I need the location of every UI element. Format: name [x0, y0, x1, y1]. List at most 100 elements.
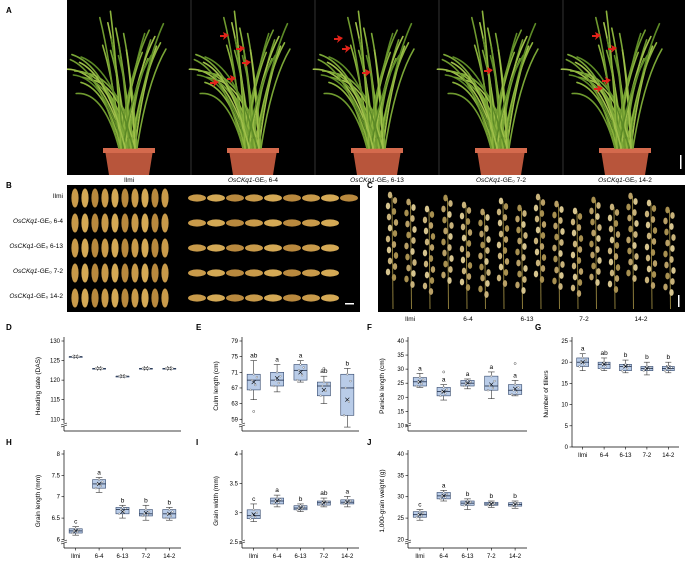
grain: [71, 263, 79, 283]
significance-letter: a: [275, 356, 279, 363]
plant-0: [67, 10, 167, 175]
grain-label-1: OsCKq1-GE₀ 6-4: [12, 218, 63, 225]
y-tick-label: 30: [397, 495, 404, 501]
significance-letter: b: [345, 360, 349, 367]
y-tick-label: 6.5: [52, 516, 61, 522]
x-tick-label: 7-2: [487, 554, 496, 560]
significance-letter: a: [442, 377, 446, 384]
y-tick-label: 40: [397, 452, 404, 458]
grain: [131, 213, 139, 233]
grain: [264, 219, 282, 227]
grain: [91, 238, 99, 258]
y-axis-label: Grain width (mm): [213, 476, 220, 526]
panel-letter-j: J: [367, 438, 372, 447]
chart-e: 59 63 67 71 75 79 Culm length (cm) ab a a ab b: [200, 327, 365, 437]
red-arrow-icon: [594, 85, 603, 93]
panicle-label-4: 14-2: [634, 316, 648, 323]
box-Ilmi: a: [412, 365, 427, 388]
x-tick-label: Ilmi: [578, 453, 587, 459]
grain-label-3: OsCKq1-GE₀ 7-2: [12, 268, 63, 275]
grain: [226, 244, 244, 252]
grain: [151, 213, 159, 233]
box-6-4: a: [92, 470, 106, 493]
panicle: [570, 207, 584, 310]
grain: [121, 238, 129, 258]
grain: [91, 213, 99, 233]
grain: [207, 294, 225, 302]
grain: [264, 269, 282, 277]
grain: [81, 263, 89, 283]
grain: [321, 194, 339, 202]
scale-bar: [678, 295, 680, 307]
red-arrow-icon: [220, 32, 229, 40]
y-tick-label: 15: [397, 409, 404, 415]
significance-letter: a: [513, 372, 517, 379]
chart-i: 2.5 3 3.5 4 Grain width (mm) Ilmi 6-4 6-13 7-2 14…: [200, 440, 365, 564]
y-tick-label: 8: [57, 452, 61, 458]
axis-break: [404, 422, 412, 426]
red-arrow-icon: [362, 69, 371, 77]
grain: [111, 288, 119, 308]
significance-letter: ab: [250, 353, 258, 360]
y-tick-label: 3.5: [230, 481, 239, 487]
significance-letter: b: [666, 354, 670, 361]
box-6-4: a: [436, 482, 451, 502]
significance-letter: b: [489, 493, 493, 500]
y-tick-label: 120: [50, 378, 61, 384]
grain: [340, 194, 358, 202]
red-arrow-icon: [236, 45, 245, 53]
y-tick-label: 125: [50, 359, 61, 365]
box-7-2: b: [640, 354, 654, 376]
grain-label-2: OsCKq1-GE₀ 6-13: [9, 243, 63, 250]
grain-label-0: Ilmi: [52, 193, 63, 200]
grain: [81, 238, 89, 258]
box-Ilmi: c: [412, 502, 427, 521]
panel-letter-f: F: [367, 323, 372, 332]
y-tick-label: 3: [235, 511, 239, 517]
grain: [121, 213, 129, 233]
axis-break: [404, 424, 412, 428]
panicle: [515, 204, 528, 310]
chart-svg: 6 6.5 7 7.5 8 Grain length (mm) Ilmi 6-4 6-13 7-2…: [35, 450, 181, 560]
grain: [101, 238, 109, 258]
x-tick-label: 6-4: [273, 554, 282, 560]
significance-letter: a: [275, 487, 279, 494]
y-tick-label: 10: [561, 403, 568, 409]
box-6-4: a: [270, 487, 284, 508]
significance-letter: b: [167, 499, 171, 506]
y-axis-label: Panicle length (cm): [379, 358, 386, 414]
panicle: [644, 199, 658, 310]
significance-letter: c: [74, 519, 78, 526]
plant-2: [312, 0, 415, 175]
y-tick-label: 79: [231, 339, 238, 345]
box-7-2: a: [484, 364, 499, 399]
box-6-4: a: [270, 356, 284, 393]
grain: [101, 188, 109, 208]
grain: [207, 269, 225, 277]
axis-break: [238, 539, 246, 543]
pot: [601, 150, 649, 175]
scale-bar: [345, 303, 354, 305]
y-tick-label: 35: [397, 473, 404, 479]
significance-letter: b: [624, 352, 628, 359]
y-axis-label: Grain length (mm): [35, 475, 42, 527]
chart-d: 110 115 120 125 130 Heading date (DAS): [22, 327, 187, 437]
grain: [111, 188, 119, 208]
box-14-2: b: [340, 360, 355, 428]
outlier: [322, 367, 326, 370]
box-7-2: ab: [317, 490, 331, 508]
chart-svg: 2.5 3 3.5 4 Grain width (mm) Ilmi 6-4 6-13 7-2 14…: [213, 450, 359, 560]
y-tick-label: 110: [50, 417, 60, 423]
grain: [101, 213, 109, 233]
y-tick-label: 25: [397, 516, 404, 522]
significance-letter: a: [418, 365, 422, 372]
grain: [302, 294, 320, 302]
plant-label-2: OsCKq1-GE₀ 6-13: [350, 177, 404, 184]
axis-break: [404, 541, 412, 545]
grain: [161, 288, 169, 308]
y-tick-label: 6: [57, 537, 61, 543]
grain: [207, 194, 225, 202]
red-arrow-icon: [484, 67, 493, 75]
box-14-2: a: [508, 362, 523, 397]
red-arrow-icon: [334, 35, 343, 43]
